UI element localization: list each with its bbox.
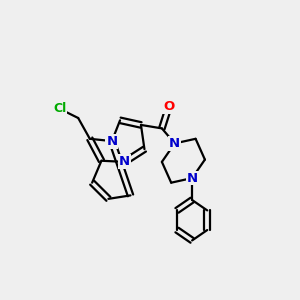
Text: O: O bbox=[163, 100, 175, 113]
Text: N: N bbox=[169, 137, 180, 150]
Text: Cl: Cl bbox=[53, 102, 66, 115]
Text: N: N bbox=[187, 172, 198, 184]
Text: N: N bbox=[106, 135, 118, 148]
Text: N: N bbox=[119, 155, 130, 168]
